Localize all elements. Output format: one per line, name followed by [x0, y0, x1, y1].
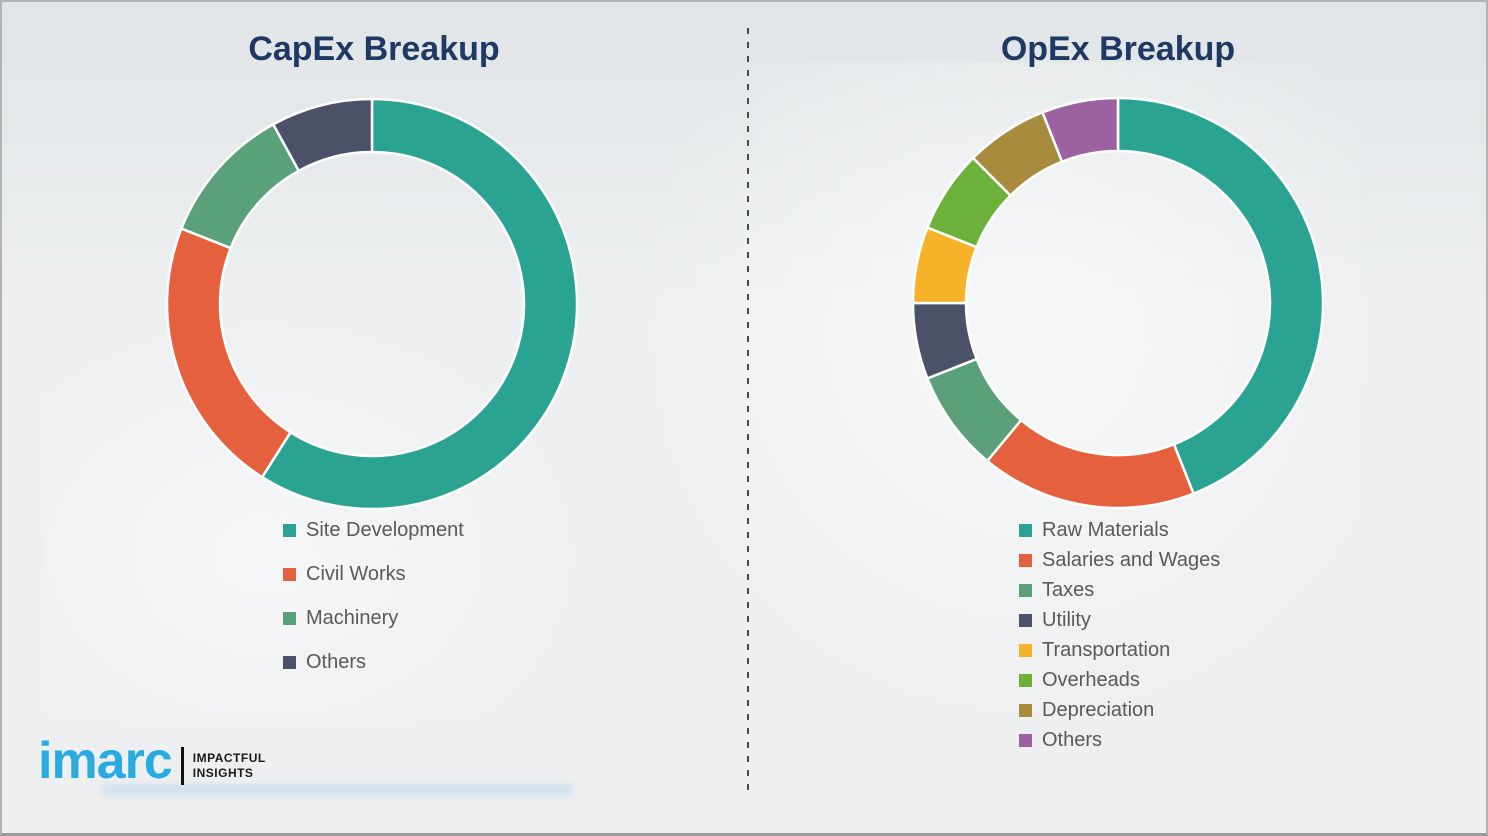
donut-segment-civil-works	[165, 227, 292, 479]
legend-label: Taxes	[1042, 578, 1095, 601]
donut-segment-others	[1041, 96, 1120, 163]
donut-segment-others	[271, 97, 374, 173]
logo-tagline-line2: INSIGHTS	[192, 766, 254, 780]
opex-title: OpEx Breakup	[1000, 30, 1236, 68]
legend-label: Others	[306, 650, 367, 673]
legend-swatch	[1019, 613, 1032, 627]
capex-donut-chart	[165, 97, 579, 511]
legend-item-raw-materials: Raw Materials	[1019, 515, 1220, 545]
legend-swatch	[1019, 553, 1032, 567]
legend-swatch	[1019, 583, 1032, 597]
legend-label: Transportation	[1042, 638, 1171, 661]
legend-item-overheads: Overheads	[1019, 665, 1220, 695]
imarc-logo: imarc IMPACTFUL INSIGHTS	[38, 735, 266, 787]
opex-panel: OpEx Breakup Raw Materials Salaries and W…	[746, 2, 1486, 833]
legend-item-civil-works: Civil Works	[283, 552, 464, 596]
donut-segment-machinery	[180, 123, 301, 250]
legend-swatch	[283, 655, 296, 669]
legend-swatch	[283, 567, 296, 581]
donut-segment-site-development	[260, 97, 579, 511]
divider-dashed-line	[747, 28, 749, 792]
legend-item-taxes: Taxes	[1019, 575, 1220, 605]
legend-item-machinery: Machinery	[283, 596, 464, 640]
legend-label: Site Development	[306, 518, 464, 541]
logo-tagline-line1: IMPACTFUL	[192, 751, 266, 765]
legend-label: Salaries and Wages	[1042, 548, 1221, 571]
legend-swatch	[1019, 703, 1032, 717]
legend-label: Utility	[1042, 608, 1091, 631]
legend-swatch	[1019, 673, 1032, 687]
legend-item-transportation: Transportation	[1019, 635, 1220, 665]
legend-swatch	[1019, 643, 1032, 657]
donut-segment-raw-materials	[1116, 96, 1325, 495]
legend-label: Civil Works	[306, 562, 406, 585]
legend-label: Raw Materials	[1042, 518, 1169, 541]
legend-swatch	[1019, 733, 1032, 747]
opex-legend: Raw Materials Salaries and Wages Taxes Util…	[1019, 515, 1220, 755]
legend-item-salaries-and-wages: Salaries and Wages	[1019, 545, 1220, 575]
logo-divider-bar	[180, 747, 184, 785]
donut-segment-salaries-and-wages	[986, 418, 1195, 510]
imarc-brand-text: imarc	[38, 732, 173, 790]
legend-item-others: Others	[283, 640, 464, 684]
capex-panel: CapEx Breakup Site Development Civil Work…	[2, 2, 746, 833]
logo-tagline: IMPACTFUL INSIGHTS	[193, 751, 266, 781]
legend-item-others: Others	[1019, 725, 1220, 755]
legend-item-site-development: Site Development	[283, 508, 464, 552]
legend-label: Others	[1042, 728, 1103, 751]
legend-item-depreciation: Depreciation	[1019, 695, 1220, 725]
capex-legend: Site Development Civil Works Machinery Othe…	[283, 508, 464, 684]
legend-item-utility: Utility	[1019, 605, 1220, 635]
opex-donut-chart	[911, 96, 1325, 510]
legend-label: Depreciation	[1042, 698, 1155, 721]
legend-label: Overheads	[1042, 668, 1140, 691]
legend-label: Machinery	[306, 606, 399, 629]
capex-title: CapEx Breakup	[248, 30, 500, 68]
legend-swatch	[283, 523, 296, 537]
legend-swatch	[283, 611, 296, 625]
legend-swatch	[1019, 523, 1032, 537]
